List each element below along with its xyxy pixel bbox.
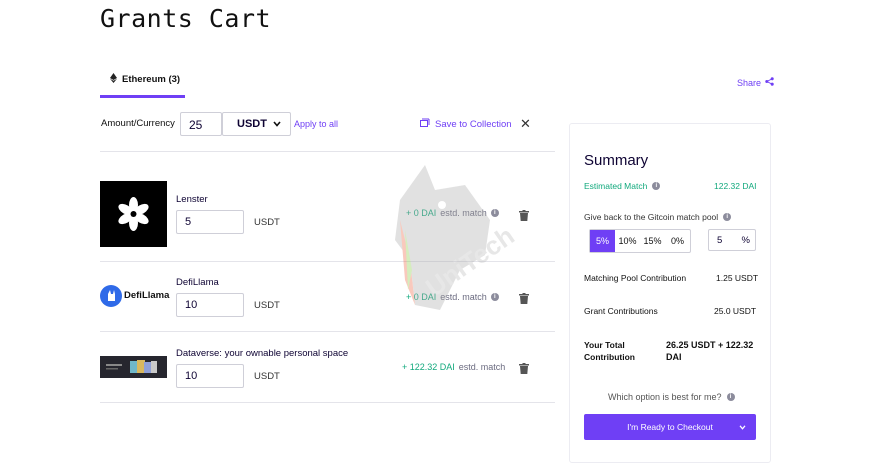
divider [100,261,555,262]
matching-pool-label: Matching Pool Contribution [584,273,687,283]
grant-amount-input[interactable]: 10 [176,293,244,317]
total-contribution-label: Your Total Contribution [584,340,635,362]
grant-amount-input[interactable]: 5 [176,210,244,234]
estimated-match: + 0 DAI estd. match i [406,208,499,218]
currency-value: USDT [237,118,267,130]
grant-name[interactable]: Lenster [176,194,208,205]
share-icon [765,77,774,88]
summary-panel [569,123,771,463]
info-icon[interactable]: i [490,209,499,217]
tab-ethereum[interactable]: Ethereum (3) [100,66,185,98]
match-value: + 0 DAI [406,208,436,218]
give-back-label: Give back to the Gitcoin match pool i [584,212,732,222]
amount-input[interactable]: 25 [180,112,222,136]
ethereum-icon [110,73,117,86]
grant-amount-input[interactable]: 10 [176,364,244,388]
custom-percent-input[interactable]: 5 % [708,229,756,251]
logo-text: DefiLlama [124,290,170,301]
info-icon[interactable]: i [723,213,732,221]
divider [100,151,555,152]
grant-name[interactable]: DefiLlama [176,277,219,288]
custom-percent-value: 5 [717,235,723,246]
chevron-down-icon[interactable] [739,422,746,432]
total-contribution-value: 26.25 USDT + 122.32 DAI [666,340,754,362]
matching-pool-value: 1.25 USDT [716,273,759,283]
chevron-down-icon [273,118,281,130]
lenster-logo-icon [118,197,149,231]
percent-option-10[interactable]: 10% [618,236,637,246]
info-icon[interactable]: i [652,182,661,190]
checkout-button[interactable]: I'm Ready to Checkout [584,414,756,440]
match-text: estd. match [440,208,487,218]
save-label: Save to Collection [435,118,512,130]
give-back-text: Give back to the Gitcoin match pool [584,212,719,222]
page-title: Grants Cart [100,4,272,33]
grant-thumbnail[interactable]: DefiLlama [100,284,170,308]
defillama-logo-icon [100,285,122,307]
estimated-match-label: Estimated Match i [584,181,661,191]
grant-thumbnail[interactable] [100,356,167,378]
close-icon[interactable]: ✕ [520,116,531,131]
collection-icon [420,118,430,130]
percent-option-5[interactable]: 5% [590,230,615,252]
match-text: estd. match [440,292,487,302]
share-button[interactable]: Share [737,77,774,88]
estimated-match-text: Estimated Match [584,181,648,191]
match-value: + 122.32 DAI [402,362,455,372]
apply-to-all-link[interactable]: Apply to all [294,119,339,129]
grant-currency: USDT [254,217,280,228]
grant-name[interactable]: Dataverse: your ownable personal space [176,348,349,359]
percent-option-15[interactable]: 15% [643,236,662,246]
trash-icon[interactable] [519,291,529,309]
summary-title: Summary [584,152,649,169]
info-icon[interactable]: i [490,293,499,301]
custom-percent-unit: % [741,235,750,246]
tab-underline [100,95,185,98]
grant-currency: USDT [254,300,280,311]
divider [100,402,555,403]
unicorn-watermark-icon [395,165,490,310]
trash-icon[interactable] [519,208,529,226]
which-option-text: Which option is best for me? [608,392,722,402]
grant-currency: USDT [254,371,280,382]
percent-option-0[interactable]: 0% [670,236,684,246]
watermark: UniTech [380,160,530,330]
dataverse-banner-icon [100,356,167,378]
currency-select[interactable]: USDT [222,112,291,136]
save-to-collection-button[interactable]: Save to Collection [420,118,512,130]
grant-contributions-label: Grant Contributions [584,306,658,316]
which-option-help[interactable]: Which option is best for me? i [608,392,735,402]
grant-contributions-value: 25.0 USDT [714,306,757,316]
estimated-match-value: 122.32 DAI [714,181,757,191]
amount-currency-label: Amount/Currency [101,118,175,129]
share-label: Share [737,77,762,88]
info-icon[interactable]: i [726,393,735,401]
match-text: estd. match [458,362,506,372]
percent-options: 5% 10% 15% 0% [589,229,691,253]
tab-label: Ethereum (3) [122,74,181,85]
estimated-match: + 122.32 DAI estd. match [402,362,505,372]
grant-thumbnail[interactable] [100,181,167,247]
estimated-match: + 0 DAI estd. match i [406,292,499,302]
divider [100,331,555,332]
trash-icon[interactable] [519,361,529,379]
match-value: + 0 DAI [406,292,436,302]
checkout-label: I'm Ready to Checkout [627,422,713,432]
